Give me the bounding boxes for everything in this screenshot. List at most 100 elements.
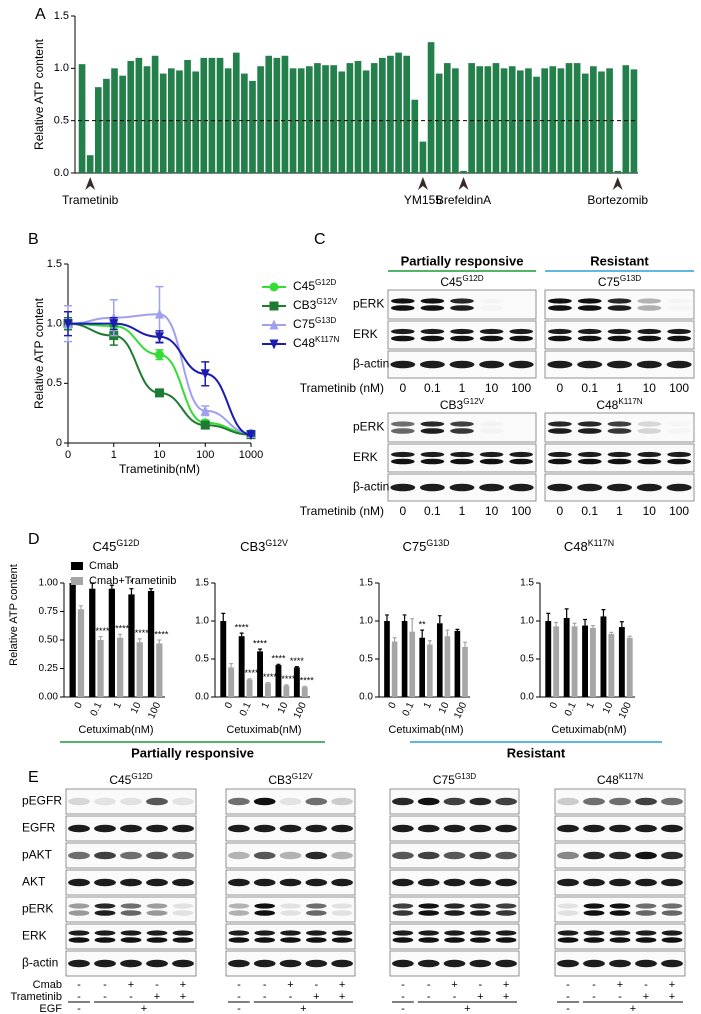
band [609,959,631,968]
x-tick-label: 1 [260,700,273,710]
lane-label: 0.1 [424,381,441,395]
bar [117,637,124,697]
marker [63,319,73,330]
group-label: Resistant [507,745,566,760]
bar [454,630,461,697]
bar [156,643,163,697]
row-label: β-actin [22,956,58,970]
panel-letter: E [28,769,39,786]
chart-title-sup: G12D [116,538,139,548]
band [635,910,657,916]
band [443,878,466,887]
bar [571,626,578,697]
chart-title-sup: K117N [588,538,614,548]
blot-frame [389,896,520,923]
bar [427,42,435,173]
lane-label: 10 [643,504,657,518]
x-tick-label: 10 [276,700,291,715]
legend-label: C45G12D [293,278,336,293]
band [667,428,691,434]
bar [553,626,560,697]
band [418,903,440,909]
band [94,937,116,943]
chart-title: C45G12D [93,538,140,554]
group-label: Partially responsive [401,253,524,268]
band [279,959,302,968]
blot-title-main: C45 [109,773,131,787]
band [547,421,572,427]
x-tick-label: 0.1 [563,700,579,718]
bar [598,71,605,173]
band [495,937,517,943]
treatment-sign: - [401,1003,405,1014]
band [253,851,276,860]
error-bar [609,631,614,634]
bar [159,73,167,173]
legend-label-sup: G13D [315,316,336,325]
bar [354,61,362,173]
band [390,451,415,458]
bar [220,621,227,697]
band [666,483,692,492]
x-tick-label: 10 [129,700,144,715]
band [480,421,504,426]
band [279,824,302,833]
band [331,910,353,916]
lane-label: 1 [459,504,466,518]
band [254,930,276,936]
band [305,851,328,860]
band [331,878,353,887]
band [480,305,504,311]
band [146,851,168,860]
bar [462,646,468,697]
band [609,824,631,833]
treatment-sign: - [77,991,81,1003]
blot-frame [65,923,197,950]
x-tick-label: 100 [292,700,309,720]
group-label: Resistant [590,253,649,268]
band [577,305,602,311]
band [577,360,603,369]
y-tick-label: 0.0 [359,692,373,703]
band [392,903,414,909]
significance: **** [135,628,150,638]
bar [419,637,425,697]
error-bar [78,605,84,610]
x-tick-label: 0 [548,700,561,710]
error-bar [463,641,467,647]
band [228,959,250,968]
band [172,797,194,806]
lane-label: 0.1 [581,381,598,395]
band [637,328,662,335]
band [420,458,445,465]
band [253,878,276,887]
band [417,851,440,860]
band [583,903,605,909]
band [509,451,534,458]
bar [314,63,321,173]
blot-title-main: C75 [598,275,620,289]
band [509,458,534,465]
x-tick-label: 0 [223,700,236,710]
bar [238,636,245,697]
bar [273,57,281,173]
band [609,910,631,916]
treatment-sign: + [503,979,509,991]
band [547,458,572,465]
blot-title-main: C75 [433,773,455,787]
band [667,451,692,458]
lane-label: 1 [459,381,466,395]
y-tick-label: 1.0 [195,616,209,627]
band [557,824,579,833]
panel-letter: B [28,231,39,248]
band [636,360,662,369]
band [146,910,168,916]
bar [468,63,475,173]
x-tick-label: 0 [387,700,400,710]
error-bar [229,662,234,668]
band [228,930,250,936]
y-tick-label: 0.00 [39,692,59,703]
y-tick-label: 1.5 [195,578,209,589]
error-bar [148,588,154,591]
band [547,451,572,458]
